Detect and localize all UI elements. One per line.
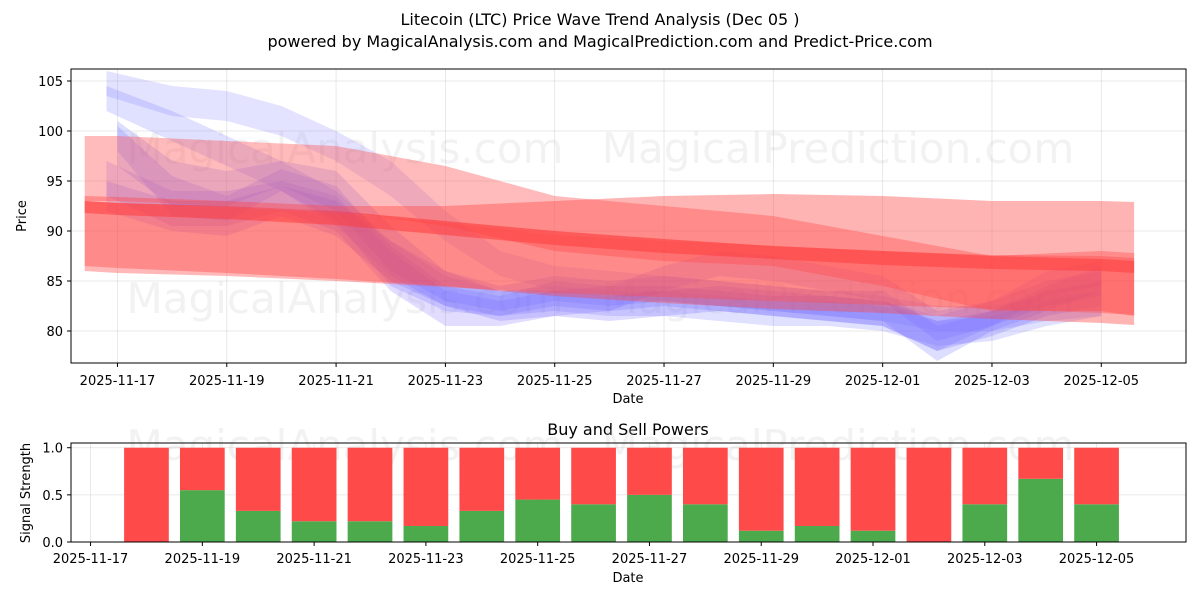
sell-bar bbox=[850, 447, 896, 531]
signal-ytick-label: 1.0 bbox=[42, 442, 63, 457]
sell-bar bbox=[794, 447, 840, 526]
sell-bar bbox=[235, 447, 281, 511]
sell-bar bbox=[459, 447, 505, 511]
buy-bar bbox=[738, 530, 784, 542]
red-wave-4-band bbox=[84, 201, 1135, 315]
price-xtick-label: 2025-11-23 bbox=[408, 374, 484, 389]
signal-xtick-label: 2025-11-29 bbox=[723, 552, 799, 567]
buy-bar bbox=[627, 494, 672, 542]
buy-bar bbox=[235, 510, 281, 542]
price-ytick-label: 95 bbox=[46, 175, 63, 190]
buy-bar bbox=[682, 504, 728, 542]
sell-bar bbox=[179, 447, 225, 491]
blue-wave-2-band bbox=[117, 121, 1102, 361]
price-xtick-label: 2025-11-21 bbox=[298, 374, 374, 389]
buy-bar bbox=[515, 499, 561, 542]
signal-xtick-label: 2025-11-17 bbox=[53, 552, 129, 567]
buy-bar bbox=[1074, 504, 1119, 542]
signal-xtick-label: 2025-11-23 bbox=[388, 552, 464, 567]
sell-bar bbox=[571, 447, 616, 505]
price-xtick-label: 2025-11-19 bbox=[189, 374, 265, 389]
sell-bar bbox=[627, 447, 672, 495]
sell-bar bbox=[682, 447, 728, 505]
buy-bar bbox=[403, 525, 449, 542]
blue-wave-5-band bbox=[106, 161, 1102, 341]
buy-bar bbox=[347, 521, 393, 542]
price-xtick-label: 2025-12-05 bbox=[1064, 374, 1140, 389]
signal-xtick-label: 2025-12-05 bbox=[1059, 552, 1135, 567]
price-xtick-label: 2025-11-27 bbox=[626, 374, 702, 389]
blue-wave-4-band bbox=[106, 86, 1102, 346]
price-ytick-label: 80 bbox=[46, 325, 63, 340]
buy-bar bbox=[459, 510, 505, 542]
price-xtick-label: 2025-11-29 bbox=[736, 374, 812, 389]
signal-xtick-label: 2025-12-03 bbox=[947, 552, 1023, 567]
blue-wave-3-band bbox=[106, 71, 1102, 331]
price-xtick-label: 2025-12-01 bbox=[845, 374, 921, 389]
buy-bar bbox=[962, 504, 1008, 542]
sell-bar bbox=[906, 447, 952, 542]
signal-chart: Buy and Sell Powers MagicalAnalysis.com … bbox=[19, 420, 1187, 586]
price-chart-ylabel: Price bbox=[15, 200, 30, 232]
price-xtick-label: 2025-12-03 bbox=[954, 374, 1030, 389]
price-ytick-label: 100 bbox=[38, 125, 63, 140]
price-ytick-label: 90 bbox=[46, 225, 63, 240]
sell-bar bbox=[124, 447, 169, 542]
buy-bar bbox=[571, 504, 616, 542]
signal-chart-frame bbox=[70, 442, 1187, 543]
red-wave-2-band bbox=[84, 194, 1135, 325]
signal-ytick-label: 0.0 bbox=[42, 536, 63, 551]
price-chart: MagicalAnalysis.com MagicalPrediction.co… bbox=[15, 68, 1187, 407]
sell-bar bbox=[291, 447, 337, 522]
sell-bar bbox=[962, 447, 1008, 505]
buy-bar bbox=[291, 521, 337, 542]
watermark-1: MagicalAnalysis.com bbox=[127, 124, 564, 173]
watermark-2: MagicalPrediction.com bbox=[602, 124, 1075, 173]
sell-bar bbox=[515, 447, 561, 500]
price-chart-watermarks: MagicalAnalysis.com MagicalPrediction.co… bbox=[127, 124, 1075, 323]
red-wave-3-band bbox=[84, 201, 1135, 273]
sell-bar bbox=[347, 447, 393, 522]
price-ytick-label: 85 bbox=[46, 275, 63, 290]
price-xtick-label: 2025-11-25 bbox=[517, 374, 593, 389]
signal-chart-title: Buy and Sell Powers bbox=[547, 420, 709, 439]
buy-bar bbox=[1018, 478, 1064, 542]
chart-subtitle: powered by MagicalAnalysis.com and Magic… bbox=[267, 32, 932, 51]
signal-xtick-label: 2025-11-27 bbox=[612, 552, 688, 567]
blue-wave-1-band bbox=[117, 126, 1102, 351]
signal-ytick-label: 0.5 bbox=[42, 489, 63, 504]
sell-bar bbox=[1074, 447, 1119, 505]
buy-bar bbox=[179, 490, 225, 542]
price-chart-xlabel: Date bbox=[612, 392, 643, 407]
sell-bar bbox=[1018, 447, 1064, 479]
price-xtick-label: 2025-11-17 bbox=[80, 374, 156, 389]
signal-xtick-label: 2025-11-25 bbox=[500, 552, 576, 567]
price-ytick-label: 105 bbox=[38, 75, 63, 90]
sell-bar bbox=[403, 447, 449, 526]
signal-xtick-label: 2025-12-01 bbox=[835, 552, 911, 567]
buy-bar bbox=[794, 525, 840, 542]
red-wave-1-band bbox=[84, 136, 1135, 316]
signal-chart-xlabel: Date bbox=[612, 571, 643, 586]
signal-xtick-label: 2025-11-21 bbox=[276, 552, 352, 567]
watermark-3: MagicalAnalysis.com bbox=[127, 274, 564, 323]
sell-bar bbox=[738, 447, 784, 531]
signal-chart-ylabel: Signal Strength bbox=[19, 443, 34, 543]
chart-title: Litecoin (LTC) Price Wave Trend Analysis… bbox=[401, 10, 800, 29]
price-chart-frame bbox=[70, 68, 1187, 364]
watermark-4: MagicalPrediction.com bbox=[602, 274, 1075, 323]
buy-bar bbox=[850, 530, 896, 542]
signal-xtick-label: 2025-11-19 bbox=[165, 552, 241, 567]
